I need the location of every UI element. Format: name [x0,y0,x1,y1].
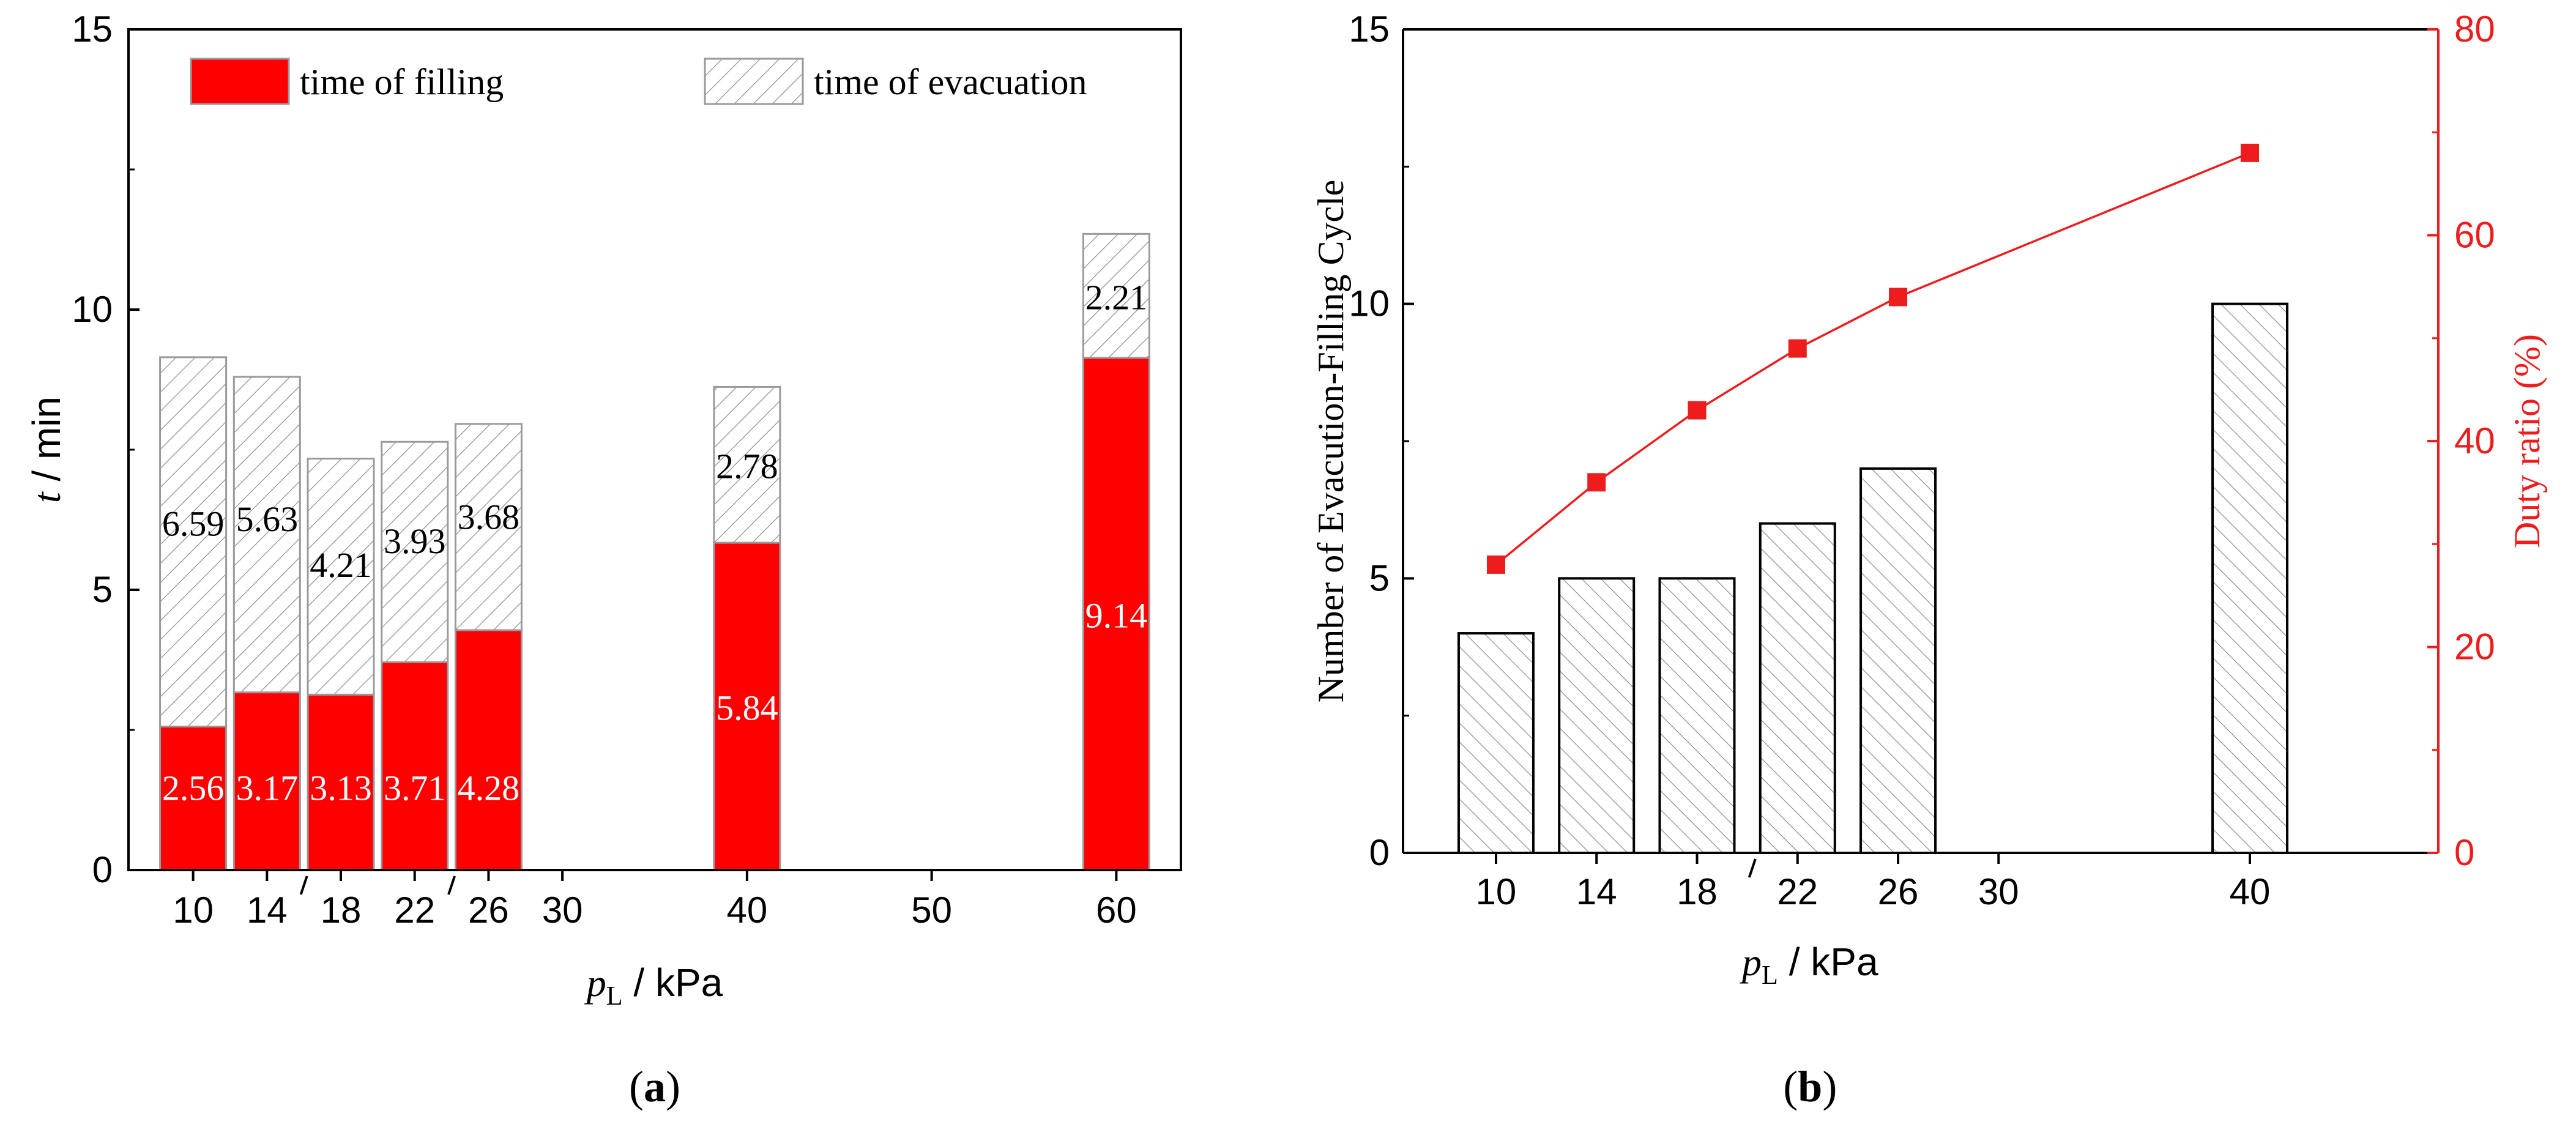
x-label-unit: / kPa [1778,940,1878,984]
x-label-symbol: p [584,961,606,1005]
data-label-filling: 2.56 [162,768,225,808]
x-tick-label: 14 [1576,871,1617,912]
data-label-filling: 3.17 [236,768,299,808]
x-tick-label: 26 [468,890,509,931]
y-tick-label: 15 [72,9,113,50]
data-label-filling: 4.28 [458,768,520,808]
bar-evacuation [381,441,449,663]
x-tick-label: 22 [1777,871,1818,912]
y-left-tick-label: 5 [1369,557,1390,598]
panel-label-a: (a) [629,1062,680,1111]
data-label-evacuation: 6.59 [162,504,225,543]
data-label-filling: 9.14 [1085,595,1148,635]
y-right-tick-label: 0 [2454,832,2474,873]
x-tick-label: 22 [394,890,435,931]
x-tick-label: 40 [2230,871,2271,912]
x-label-symbol: p [1740,940,1762,984]
y-right-tick-label: 80 [2454,9,2495,50]
duty-ratio-line [1495,152,2250,566]
x-tick-label: 30 [1978,871,2019,912]
duty-ratio-marker [1788,339,1807,358]
x-tick-label: 14 [247,890,288,931]
x-tick-label: 18 [321,890,362,931]
y-left-tick-label: 10 [1349,283,1390,324]
axis-break [299,876,308,895]
panel-label-b: (b) [1783,1062,1837,1111]
x-tick-label: 40 [727,890,768,931]
bar-filling [381,661,449,871]
data-label-evacuation: 5.63 [236,499,299,539]
duty-ratio-marker [1587,473,1606,492]
axis-break [447,876,456,895]
bar-evacuation [159,356,228,728]
y-label-unit: / min [24,396,69,492]
panel-paren-open: ( [1783,1062,1798,1111]
figure-b: 0 5 10 15 0 20 40 60 80 10 14 18 22 26 30 40 pL / kPa Num… [1288,0,2576,1127]
x-label-subscript: L [606,981,623,1011]
legend-swatch-filling [190,58,290,105]
y-left-tick-label: 15 [1349,9,1390,50]
bar-evacuation [713,385,781,544]
duty-ratio-marker [1486,555,1505,574]
legend-label-filling: time of filling [300,62,504,102]
x-tick-label: 26 [1878,871,1919,912]
x-tick-label: 50 [911,890,952,931]
x-axis-label: pL / kPa [1740,940,1878,990]
bar-cycle-count [1859,467,1937,854]
bar-filling [159,726,228,871]
legend-label-evacuation: time of evacuation [814,62,1087,102]
x-tick-label: 30 [542,890,583,931]
x-tick-label: 18 [1677,871,1718,912]
bar-cycle-count [2211,302,2288,854]
x-axis-label: pL / kPa [584,961,723,1011]
y-left-axis-label: Number of Evacution-Filling Cycle [1311,180,1351,703]
x-label-subscript: L [1762,960,1778,990]
x-tick-label: 60 [1096,890,1137,931]
data-label-filling: 3.13 [310,768,372,808]
bar-filling [454,629,523,871]
bar-evacuation [307,458,375,696]
panel-paren-close: ) [666,1062,680,1111]
data-label-filling: 3.71 [384,768,446,808]
bar-filling [1082,357,1150,871]
y-left-tick-label: 0 [1369,832,1390,873]
bar-cycle-count [1457,632,1535,854]
data-label-evacuation: 3.93 [384,521,446,561]
y-label-symbol: t [25,491,69,503]
bar-evacuation [454,423,523,631]
x-tick-label: 10 [1476,871,1517,912]
panel-paren-open: ( [629,1062,644,1111]
panel-letter: b [1798,1062,1822,1111]
y-right-tick-label: 60 [2454,215,2495,256]
data-label-evacuation: 2.78 [716,447,778,486]
y-right-axis-label: Duty ratio (%) [2507,334,2547,548]
x-label-unit: / kPa [623,961,723,1005]
data-label-evacuation: 2.21 [1085,278,1148,318]
y-tick-label: 5 [92,569,113,610]
chart-b-svg: 0 5 10 15 0 20 40 60 80 10 14 18 22 26 30 40 pL / kPa Num… [1311,9,2547,1111]
duty-ratio-marker [1889,288,1908,307]
y-right-tick-label: 20 [2454,627,2495,668]
y-axis-label: t / min [24,396,69,503]
duty-ratio-marker [2240,143,2259,162]
bar-evacuation [1082,232,1150,359]
figure-a: 2.56 6.59 3.17 5.63 3.13 4.21 3.71 3.93 4.28 3.68… [24,9,1182,1111]
data-label-evacuation: 4.21 [310,545,372,585]
panel-letter: a [644,1062,666,1111]
chart-a-svg: 2.56 6.59 3.17 5.63 3.13 4.21 3.71 3.93 4.28 3.68… [24,9,1182,1111]
bar-evacuation [233,376,301,694]
panel-paren-close: ) [1822,1062,1837,1111]
bar-cycle-count [1558,577,1636,854]
legend-swatch-evacuation [704,58,804,105]
y-tick-label: 0 [92,849,113,890]
x-tick-label: 10 [173,890,214,931]
axis-break [1748,858,1757,878]
data-label-evacuation: 3.68 [458,497,520,537]
duty-ratio-marker [1688,401,1707,420]
y-right-tick-label: 40 [2454,420,2495,461]
bar-cycle-count [1658,577,1736,854]
data-label-filling: 5.84 [716,688,778,728]
y-tick-label: 10 [72,289,113,330]
bar-cycle-count [1759,522,1836,854]
